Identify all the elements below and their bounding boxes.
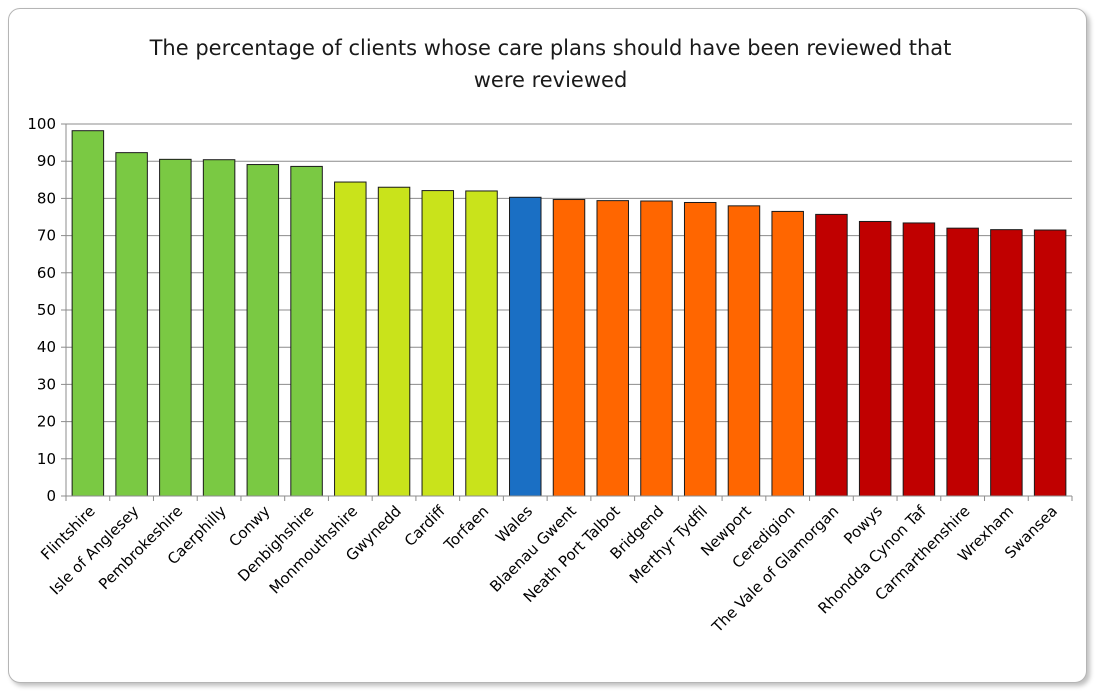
bar [421,190,455,497]
bar [815,213,848,497]
chart-title-line-2: were reviewed [473,68,628,92]
bar [202,159,236,497]
bar [159,158,192,497]
bar [509,196,542,497]
x-category-label: Denbighshire [234,502,317,585]
bar [290,165,323,497]
bar [990,229,1023,497]
y-tick-label: 10 [37,450,56,468]
bar [946,227,979,497]
bar [465,190,498,497]
bars [71,130,1067,497]
y-tick-label: 50 [37,301,56,319]
bar [377,186,411,497]
chart-title: The percentage of clients whose care pla… [0,32,1101,96]
bar [71,130,105,497]
y-tick-label: 0 [46,487,56,505]
y-tick-label: 100 [27,115,56,133]
chart-title-line-1: The percentage of clients whose care pla… [149,36,952,60]
bar [640,200,673,497]
bar [858,220,892,497]
y-tick-label: 80 [37,189,56,207]
bar [1033,229,1067,497]
y-tick-label: 70 [37,227,56,245]
bar [115,152,148,497]
x-category-label: Torfaen [440,502,492,554]
bar [727,205,761,497]
y-tick-label: 40 [37,338,56,356]
y-tick-label: 90 [37,152,56,170]
bar [902,222,936,497]
bar [771,210,804,497]
bar [552,199,586,497]
bar [683,201,717,497]
bar [246,164,280,497]
bar [334,181,367,497]
bar [596,200,629,497]
y-tick-label: 30 [37,375,56,393]
y-tick-label: 20 [37,413,56,431]
y-axis: 0 10 20 30 40 50 60 70 80 90 100 [27,115,67,505]
y-tick-label: 60 [37,264,56,282]
